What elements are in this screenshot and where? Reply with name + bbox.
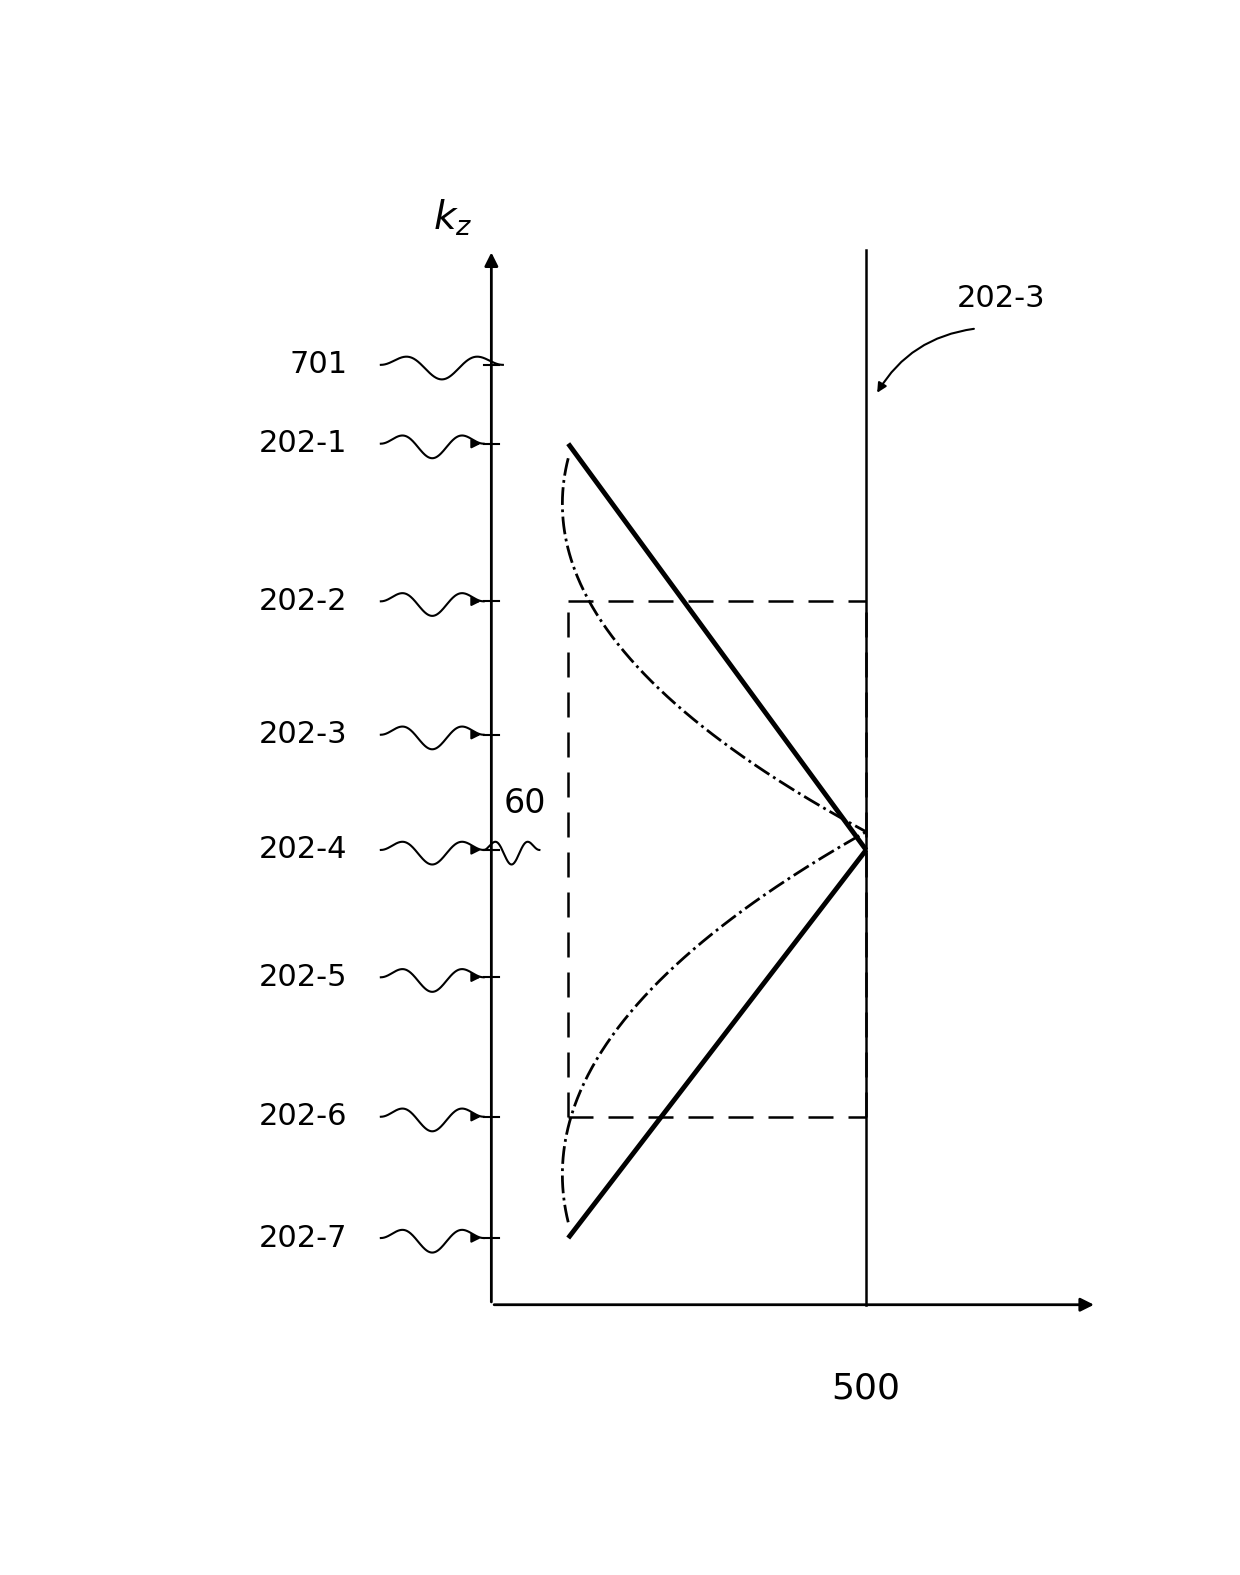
- Text: 202-6: 202-6: [259, 1102, 347, 1131]
- Text: 202-7: 202-7: [259, 1224, 347, 1252]
- Text: 202-4: 202-4: [259, 835, 347, 865]
- Text: 701: 701: [289, 350, 347, 380]
- Text: $k_z$: $k_z$: [433, 197, 472, 238]
- Text: 202-3: 202-3: [259, 720, 347, 750]
- Text: 202-1: 202-1: [259, 428, 347, 458]
- Text: 202-3: 202-3: [956, 284, 1045, 313]
- Text: 202-2: 202-2: [259, 587, 347, 616]
- Text: 60: 60: [503, 786, 547, 819]
- Text: 500: 500: [832, 1372, 900, 1405]
- Text: 202-5: 202-5: [259, 962, 347, 992]
